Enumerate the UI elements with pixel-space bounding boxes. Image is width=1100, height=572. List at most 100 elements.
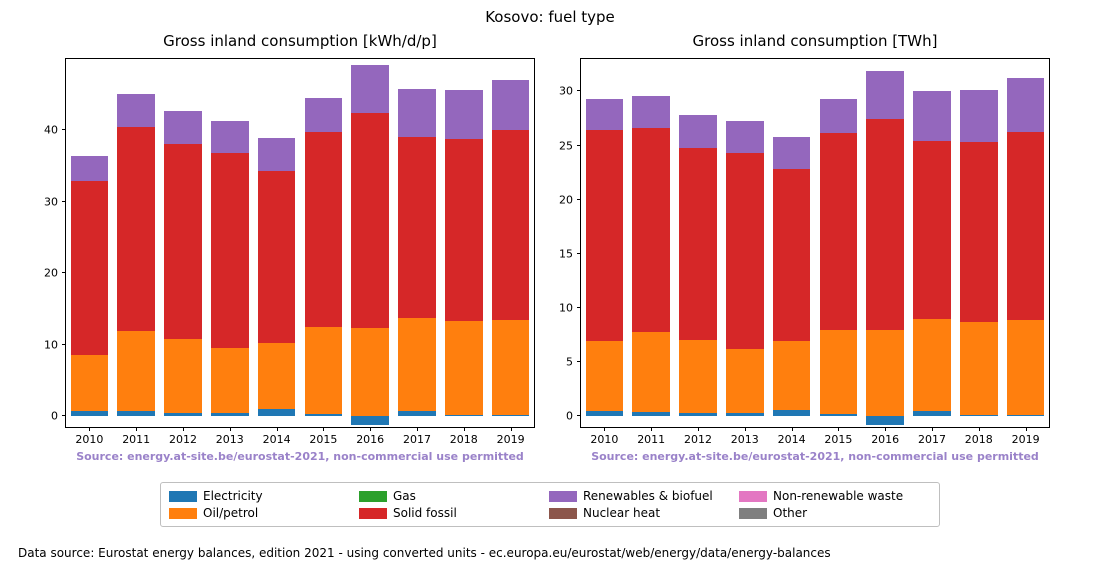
plot-area-left: 0102030402010201120122013201420152016201… xyxy=(65,58,535,428)
xtick-mark xyxy=(277,427,278,431)
legend-swatch xyxy=(169,508,197,519)
ytick-mark xyxy=(577,253,581,254)
legend-label: Renewables & biofuel xyxy=(583,489,713,503)
xtick-mark xyxy=(604,427,605,431)
bar-segment xyxy=(351,416,388,425)
bar-segment xyxy=(773,341,810,409)
legend-item: Solid fossil xyxy=(359,506,549,520)
bar-segment xyxy=(820,414,857,416)
bar-segment xyxy=(866,71,903,119)
ytick-label: 10 xyxy=(44,338,58,351)
ytick-mark xyxy=(577,307,581,308)
bar-segment xyxy=(960,142,997,322)
bar-segment xyxy=(866,119,903,330)
ytick-mark xyxy=(577,415,581,416)
ytick-label: 30 xyxy=(44,195,58,208)
bar-segment xyxy=(726,121,763,153)
ytick-label: 40 xyxy=(44,124,58,137)
xtick-mark xyxy=(511,427,512,431)
xtick-label: 2015 xyxy=(309,433,337,446)
bar-segment xyxy=(960,415,997,416)
xtick-mark xyxy=(89,427,90,431)
bar-segment xyxy=(773,410,810,416)
ytick-label: 25 xyxy=(559,139,573,152)
axis-title-right: Gross inland consumption [TWh] xyxy=(580,32,1050,50)
xtick-mark xyxy=(885,427,886,431)
bar-segment xyxy=(164,111,201,144)
ytick-mark xyxy=(577,90,581,91)
bar-segment xyxy=(820,99,857,133)
bar-segment xyxy=(632,96,669,128)
bar-segment xyxy=(258,171,295,342)
xtick-label: 2012 xyxy=(169,433,197,446)
legend-label: Solid fossil xyxy=(393,506,457,520)
bar-segment xyxy=(117,331,154,412)
bar-segment xyxy=(866,416,903,425)
bar-segment xyxy=(820,330,857,414)
legend: ElectricityGasRenewables & biofuelNon-re… xyxy=(160,482,940,527)
data-source-note: Data source: Eurostat energy balances, e… xyxy=(18,546,831,560)
bar-segment xyxy=(1007,132,1044,320)
xtick-label: 2013 xyxy=(731,433,759,446)
xtick-label: 2016 xyxy=(871,433,899,446)
legend-label: Other xyxy=(773,506,807,520)
xtick-label: 2010 xyxy=(75,433,103,446)
legend-swatch xyxy=(169,491,197,502)
legend-label: Oil/petrol xyxy=(203,506,258,520)
xtick-label: 2011 xyxy=(122,433,150,446)
xtick-label: 2011 xyxy=(637,433,665,446)
bar-segment xyxy=(258,138,295,171)
legend-label: Nuclear heat xyxy=(583,506,660,520)
ytick-mark xyxy=(577,199,581,200)
legend-item: Oil/petrol xyxy=(169,506,359,520)
bar-segment xyxy=(305,98,342,132)
bar-segment xyxy=(305,132,342,327)
bar-segment xyxy=(71,355,108,411)
bar-segment xyxy=(913,319,950,411)
bar-segment xyxy=(586,99,623,130)
xtick-mark xyxy=(838,427,839,431)
xtick-mark xyxy=(370,427,371,431)
bar-segment xyxy=(71,411,108,416)
bar-segment xyxy=(164,144,201,339)
ytick-mark xyxy=(62,129,66,130)
xtick-mark xyxy=(698,427,699,431)
ytick-mark xyxy=(62,272,66,273)
bar-segment xyxy=(117,411,154,416)
bar-segment xyxy=(726,153,763,349)
bar-segment xyxy=(492,320,529,415)
bar-segment xyxy=(445,90,482,139)
bar-segment xyxy=(398,89,435,137)
bar-segment xyxy=(679,413,716,416)
xtick-label: 2017 xyxy=(918,433,946,446)
subplot-left: Gross inland consumption [kWh/d/p] 01020… xyxy=(65,58,535,428)
bar-segment xyxy=(211,413,248,416)
bar-segment xyxy=(820,133,857,330)
xtick-label: 2016 xyxy=(356,433,384,446)
bar-segment xyxy=(726,413,763,416)
bar-segment xyxy=(632,332,669,412)
bar-segment xyxy=(1007,320,1044,415)
xtick-mark xyxy=(464,427,465,431)
xtick-mark xyxy=(417,427,418,431)
xtick-label: 2018 xyxy=(965,433,993,446)
bar-segment xyxy=(258,409,295,416)
bar-segment xyxy=(726,349,763,413)
axis-title-left: Gross inland consumption [kWh/d/p] xyxy=(65,32,535,50)
legend-item: Other xyxy=(739,506,929,520)
legend-item: Nuclear heat xyxy=(549,506,739,520)
bar-segment xyxy=(492,415,529,416)
legend-swatch xyxy=(549,491,577,502)
xtick-label: 2010 xyxy=(590,433,618,446)
bar-segment xyxy=(351,65,388,113)
legend-row: ElectricityGasRenewables & biofuelNon-re… xyxy=(169,489,931,503)
bar-segment xyxy=(586,130,623,341)
xtick-mark xyxy=(792,427,793,431)
ytick-mark xyxy=(577,361,581,362)
xtick-label: 2018 xyxy=(450,433,478,446)
ytick-label: 5 xyxy=(566,356,573,369)
ytick-label: 15 xyxy=(559,247,573,260)
ytick-label: 20 xyxy=(44,267,58,280)
bar-segment xyxy=(913,411,950,416)
ytick-mark xyxy=(62,415,66,416)
